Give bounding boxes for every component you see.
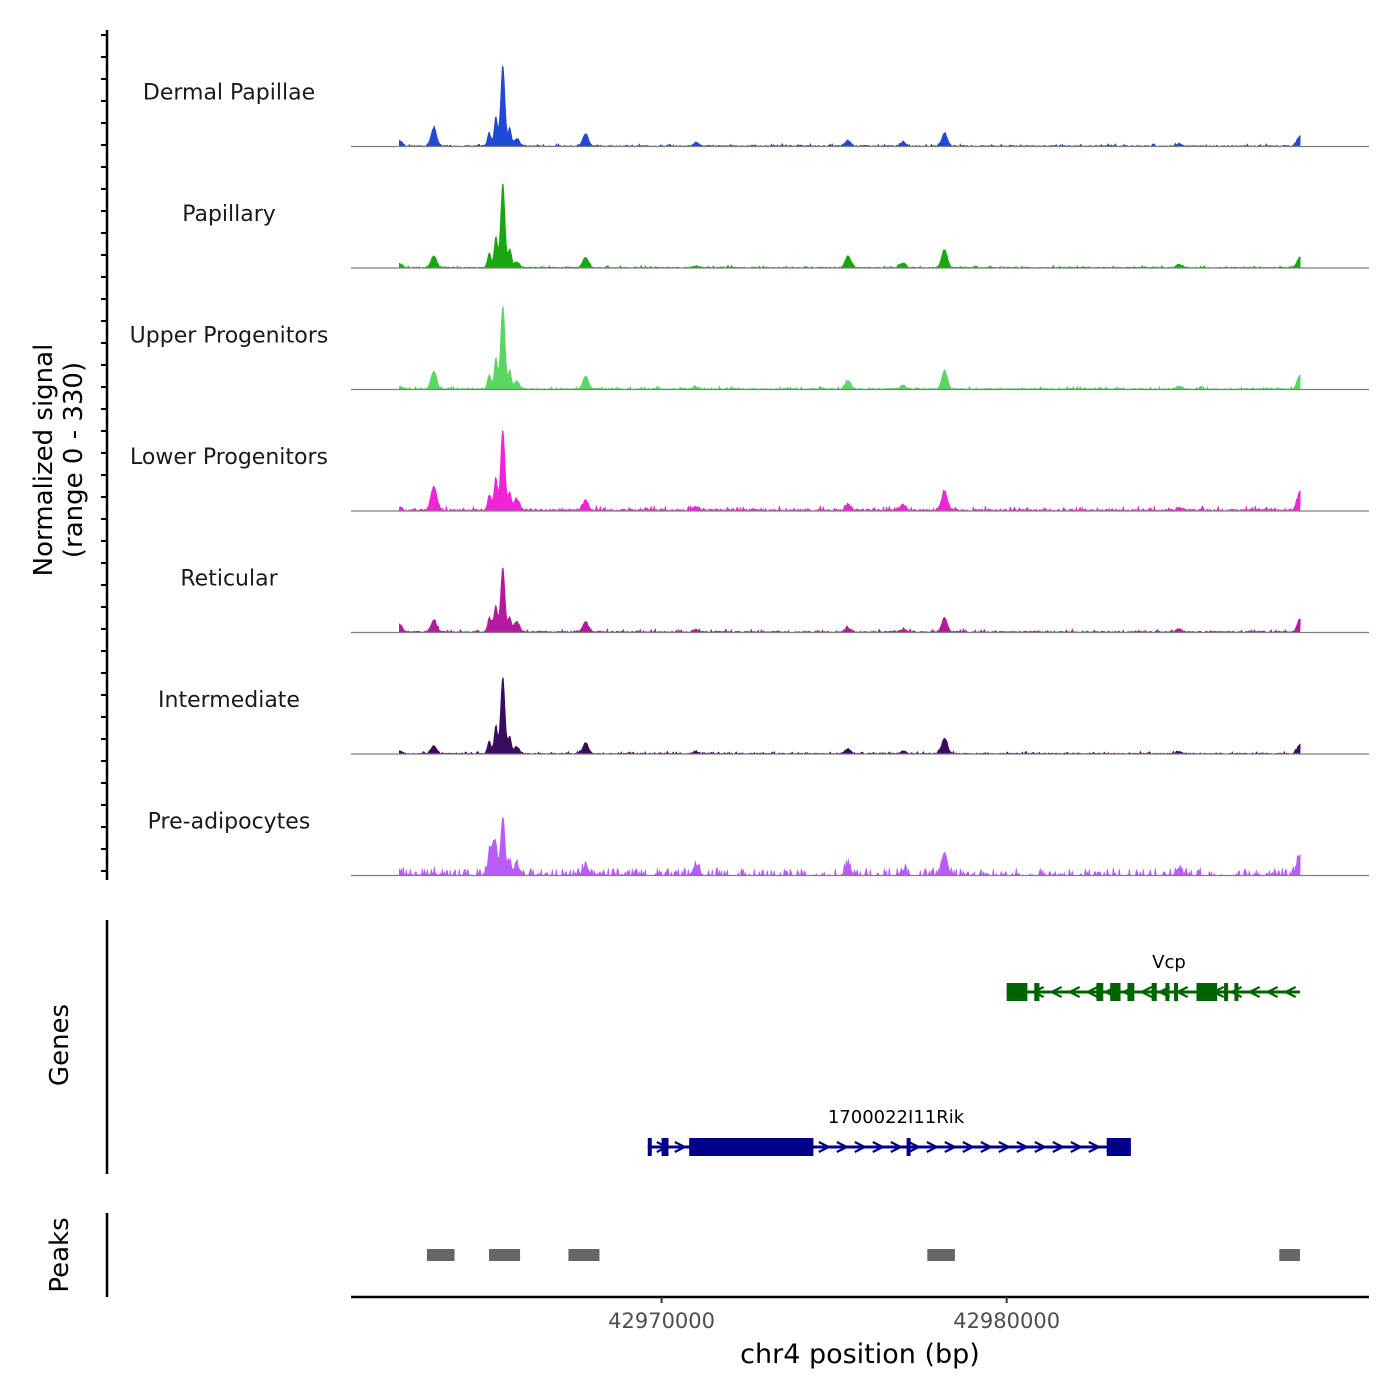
y-axis-title-line1: Normalized signal <box>29 344 59 577</box>
strand-chevron <box>1049 986 1063 998</box>
strand-chevron <box>890 1141 904 1153</box>
coverage-area <box>399 817 1301 877</box>
strand-chevron <box>1088 1141 1102 1153</box>
gene-exon <box>1174 983 1179 1001</box>
strand-chevron <box>854 1141 868 1153</box>
signal-y-axis-ticks <box>101 34 107 872</box>
strand-chevron <box>1070 1141 1084 1153</box>
track-pre-adipocytes: Pre-adipocytes <box>148 810 1369 877</box>
strand-chevron <box>872 1141 886 1153</box>
gene-exon <box>1006 983 1028 1001</box>
gene-exon <box>1096 983 1104 1001</box>
coverage-area <box>399 183 1301 269</box>
gene-exon <box>1234 983 1239 1001</box>
gene-exon <box>1165 983 1170 1001</box>
gene-exon <box>1034 983 1040 1001</box>
gene-label: Vcp <box>1152 952 1186 973</box>
coverage-tracks: Dermal Papillae Papillary Upper Progenitor… <box>130 65 1369 877</box>
gene-label: 1700022I11Rik <box>828 1107 965 1128</box>
strand-chevron <box>1031 986 1045 998</box>
gene-annotation-track: Vcp 1700022I11Rik <box>647 952 1300 1156</box>
track-label: Pre-adipocytes <box>148 810 311 835</box>
strand-chevron <box>1016 1141 1030 1153</box>
track-label: Reticular <box>180 567 278 592</box>
gene-exon <box>689 1138 814 1156</box>
gene-exon <box>647 1138 652 1156</box>
strand-chevron <box>998 1141 1012 1153</box>
peak-region <box>1279 1249 1300 1261</box>
strand-chevron <box>1085 986 1099 998</box>
strand-chevron <box>908 1141 922 1153</box>
strand-chevron <box>962 1141 976 1153</box>
strand-chevron <box>1247 986 1261 998</box>
strand-chevron <box>1067 986 1081 998</box>
strand-chevron <box>1265 986 1279 998</box>
strand-chevron <box>1283 986 1297 998</box>
coverage-area <box>399 677 1301 755</box>
peak-region <box>927 1249 955 1261</box>
y-axis-title-line2: (range 0 - 330) <box>59 362 89 558</box>
strand-chevron <box>674 1141 688 1153</box>
strand-chevron <box>1034 1141 1048 1153</box>
track-lower-progenitors: Lower Progenitors <box>130 430 1369 513</box>
x-axis-ticks: 42970000 42980000 <box>608 1297 1060 1333</box>
peaks-track-title: Peaks <box>45 1217 75 1292</box>
strand-chevron <box>836 1141 850 1153</box>
strand-chevron <box>980 1141 994 1153</box>
gene-exon <box>661 1138 669 1156</box>
coverage-area <box>399 65 1301 148</box>
gene-exon <box>906 1138 911 1156</box>
gene-1700022i11rik: 1700022I11Rik <box>647 1107 1131 1156</box>
gene-exon <box>1196 983 1218 1001</box>
x-tick-label: 42970000 <box>608 1309 715 1333</box>
peak-region <box>426 1249 455 1261</box>
genes-track-title: Genes <box>45 1004 75 1086</box>
coverage-area <box>399 306 1301 391</box>
strand-chevron <box>1139 986 1153 998</box>
peak-region <box>568 1249 600 1261</box>
coverage-area <box>399 430 1301 513</box>
gene-exon <box>1106 1138 1131 1156</box>
gene-vcp: Vcp <box>1006 952 1300 1001</box>
track-reticular: Reticular <box>180 567 1369 634</box>
strand-chevron <box>926 1141 940 1153</box>
track-label: Dermal Papillae <box>143 81 315 106</box>
track-papillary: Papillary <box>182 183 1369 269</box>
strand-chevron <box>1052 1141 1066 1153</box>
gene-exon <box>1151 983 1157 1001</box>
x-axis-title: chr4 position (bp) <box>740 1339 980 1370</box>
track-label: Papillary <box>182 202 276 227</box>
peak-region <box>489 1249 521 1261</box>
track-dermal-papillae: Dermal Papillae <box>143 65 1369 148</box>
track-label: Lower Progenitors <box>130 445 328 470</box>
track-upper-progenitors: Upper Progenitors <box>130 306 1369 391</box>
gene-exon <box>1127 983 1135 1001</box>
track-label: Upper Progenitors <box>130 324 329 349</box>
gene-exon <box>1224 983 1229 1001</box>
gene-exon <box>1110 983 1121 1001</box>
x-tick-label: 42980000 <box>953 1309 1060 1333</box>
peaks-track <box>426 1249 1300 1261</box>
coverage-area <box>399 567 1301 634</box>
strand-chevron <box>944 1141 958 1153</box>
strand-chevron <box>818 1141 832 1153</box>
track-label: Intermediate <box>158 688 300 713</box>
track-intermediate: Intermediate <box>158 677 1369 755</box>
